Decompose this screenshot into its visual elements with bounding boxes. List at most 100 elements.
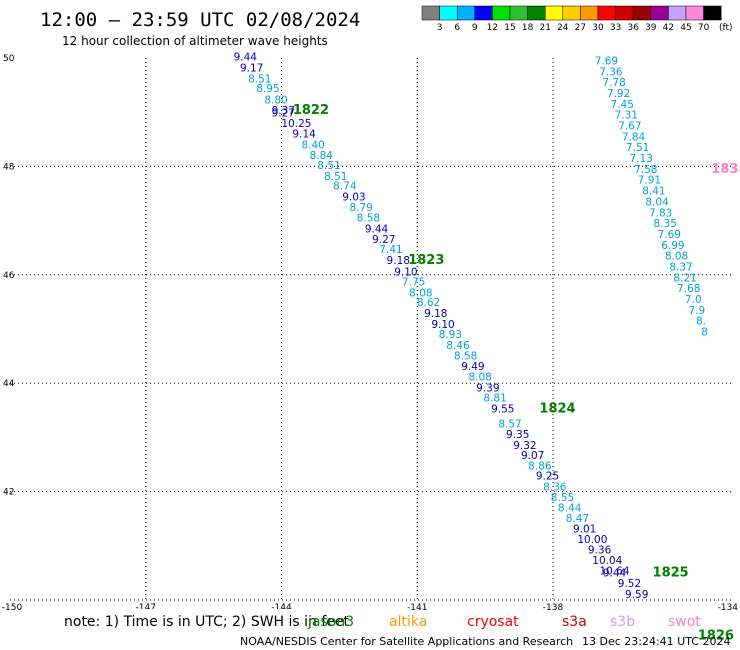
wave-height-label: 9.27 — [372, 234, 395, 246]
wave-height-label: 8.21 — [673, 272, 696, 284]
wave-height-label: 7.51 — [626, 142, 649, 154]
note-text: note: 1) Time is in UTC; 2) SWH is in fe… — [64, 614, 350, 630]
wave-height-label: 8 — [701, 327, 708, 339]
color-swatch — [703, 5, 722, 21]
wave-height-label: 9.44 — [234, 52, 258, 64]
y-tick-label: 44 — [3, 379, 15, 389]
satellite-legend-cryosat: cryosat — [467, 614, 519, 630]
color-swatch — [685, 5, 704, 21]
wave-height-label: 7.67 — [618, 121, 641, 133]
wave-height-label: 9.49 — [461, 361, 484, 373]
wave-height-label: 9.14 — [292, 129, 316, 141]
wave-height-label: 9.36 — [588, 544, 612, 556]
wave-height-label: 8.84 — [310, 150, 334, 162]
wave-height-label: 8.47 — [566, 513, 589, 525]
color-swatch — [527, 5, 546, 21]
wave-height-label: 8.74 — [333, 181, 357, 193]
color-swatch — [562, 5, 581, 21]
satellite-legend-s3a: s3a — [562, 614, 587, 630]
wave-height-label: 8.95 — [256, 83, 279, 95]
wave-height-label: 7.36 — [599, 66, 623, 78]
color-swatch — [509, 5, 528, 21]
color-swatch — [580, 5, 599, 21]
wave-height-label: 9.03 — [342, 192, 365, 204]
color-scale-label: 3 — [437, 23, 443, 33]
color-scale-label: 36 — [627, 23, 639, 33]
color-swatch — [650, 5, 669, 21]
color-scale-label: 70 — [698, 23, 710, 33]
pass-number-label: 1838 — [711, 162, 740, 177]
wave-height-label: 8.37 — [669, 261, 692, 273]
pass-number-label: 1822 — [293, 103, 329, 118]
satellite-track: 7.697.367.787.927.457.317.677.847.517.13… — [595, 56, 708, 339]
color-scale-label: 18 — [522, 23, 534, 33]
wave-height-label: 7.9 — [689, 305, 706, 317]
pass-number-label: 1823 — [408, 253, 444, 268]
y-tick-label: 42 — [3, 488, 14, 498]
wave-height-label: 8.08 — [409, 287, 432, 299]
wave-height-label: 9.44 — [603, 568, 627, 580]
wave-height-label: 7.0 — [685, 294, 702, 306]
color-scale-label: 27 — [575, 23, 586, 33]
y-tick-label: 50 — [3, 54, 15, 64]
wave-height-label: 7.69 — [595, 56, 618, 68]
x-tick-label: -134 — [718, 603, 739, 613]
x-tick-label: -141 — [407, 603, 427, 613]
wave-height-label: 8.57 — [498, 419, 521, 431]
wave-height-label: 8.35 — [654, 218, 677, 230]
wave-height-label: 10.04 — [592, 555, 622, 567]
wave-height-label: 9.18 — [387, 255, 410, 267]
color-swatch — [439, 5, 458, 21]
color-scale-label: 30 — [592, 23, 604, 33]
wave-height-label: 7.75 — [402, 277, 425, 289]
wave-height-label: 8.51 — [248, 73, 271, 85]
wave-height-label: 8.55 — [551, 492, 574, 504]
wave-height-label: 8.81 — [483, 393, 506, 405]
wave-height-label: 8.40 — [301, 140, 324, 152]
wave-height-label: 9.25 — [536, 471, 559, 483]
wave-height-label: 6.99 — [661, 240, 684, 252]
wave-height-label: 7.78 — [602, 77, 625, 89]
chart-subtitle: 12 hour collection of altimeter wave hei… — [62, 34, 328, 48]
pass-labels: 1822 1823 1824 1825 1826 1838 — [293, 103, 740, 644]
pass-number-label: 1826 — [698, 629, 734, 644]
color-scale-label: 39 — [645, 23, 657, 33]
color-scale-label: 21 — [539, 23, 550, 33]
pass-number-label: 1824 — [539, 401, 575, 416]
timestamp-text: 13 Dec 23:24:41 UTC 2024 — [582, 635, 730, 648]
footer-note: note: 1) Time is in UTC; 2) SWH is in fe… — [50, 609, 400, 633]
satellite-legend-swot: swot — [668, 614, 701, 630]
wave-height-label: 8.41 — [642, 186, 665, 198]
wave-height-tracks: 9.449.178.518.958.809.379.2710.259.148.4… — [234, 52, 708, 601]
wave-height-label: 10.64 — [600, 566, 630, 578]
wave-height-label: 8.08 — [665, 251, 688, 263]
x-tick-label: -147 — [136, 603, 156, 613]
wave-height-label: 7.13 — [630, 153, 653, 165]
axis-tick-labels: -150 -147 -144 -141 -138 -134 42 44 46 48 50 — [2, 54, 738, 613]
wave-height-label: 9.32 — [513, 440, 536, 452]
wave-height-label: 8.58 — [357, 213, 380, 225]
wave-height-label: 9.35 — [506, 429, 529, 441]
wave-height-label: 8.04 — [645, 196, 669, 208]
wave-height-label: 9.07 — [521, 450, 544, 462]
wave-height-label: 8.62 — [417, 297, 440, 309]
color-swatch — [632, 5, 652, 21]
wave-height-label: 7.41 — [379, 244, 402, 256]
chart-title: 12:00 – 23:59 UTC 02/08/2024 — [40, 9, 360, 31]
color-swatch — [544, 5, 564, 21]
wave-height-label: 8.51 — [324, 171, 347, 183]
x-tick-label: -144 — [271, 603, 292, 613]
wave-height-label: 9.39 — [476, 382, 499, 394]
wave-height-label: 8.51 — [317, 160, 340, 172]
color-swatch — [421, 5, 440, 21]
pass-number-label: 1825 — [653, 566, 689, 581]
wave-height-label: 8.79 — [349, 202, 372, 214]
satellite-legend-altika: altika — [389, 614, 427, 630]
x-tick-label: -138 — [543, 603, 564, 613]
wave-height-label: 8.36 — [543, 482, 567, 494]
wave-height-label: 7.69 — [658, 229, 681, 241]
wave-height-label: 7.91 — [638, 175, 661, 187]
color-scale-label: 42 — [663, 23, 674, 33]
wave-height-label: 10.25 — [281, 118, 311, 130]
